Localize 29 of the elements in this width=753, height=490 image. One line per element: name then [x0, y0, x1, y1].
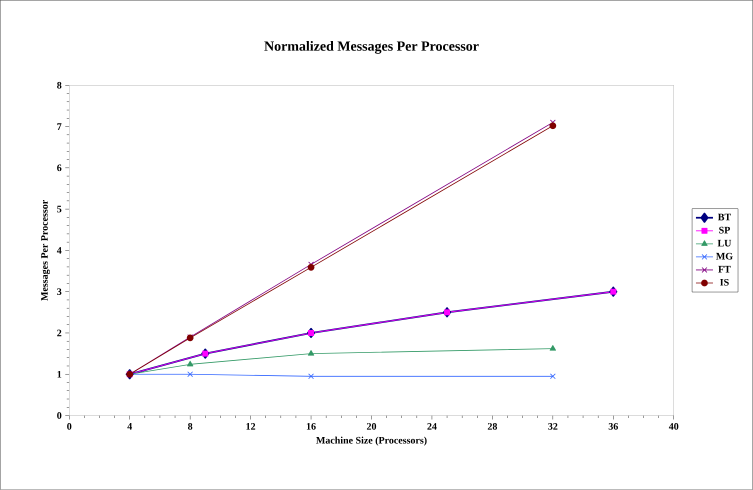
legend-label: BT — [718, 214, 731, 220]
x-tick-label: 0 — [67, 423, 72, 430]
x-tick-label: 36 — [608, 423, 618, 430]
x-tick-label: 16 — [306, 423, 316, 430]
x-tick-label: 28 — [488, 423, 498, 430]
y-tick-label: 5 — [57, 206, 62, 213]
legend-label: MG — [716, 252, 733, 260]
legend-label: SP — [719, 226, 730, 234]
y-tick-label: 1 — [58, 371, 62, 378]
x-tick-label: 4 — [127, 423, 132, 430]
x-tick-label: 20 — [366, 423, 376, 430]
y-axis-title: Messages Per Processor — [41, 200, 50, 301]
y-tick-label: 2 — [57, 330, 62, 336]
y-tick-label: 0 — [57, 412, 62, 419]
chart-title: Normalized Messages Per Processor — [264, 41, 479, 54]
x-axis-title: Machine Size (Processors) — [316, 436, 427, 446]
y-tick-label: 7 — [57, 123, 62, 130]
x-tick-label: 24 — [427, 423, 437, 430]
x-tick-label: 40 — [668, 423, 678, 430]
x-tick-label: 12 — [246, 423, 256, 430]
legend-label: IS — [720, 279, 729, 286]
y-tick-label: 4 — [56, 247, 62, 254]
legend-label: FT — [718, 266, 731, 273]
y-tick-label: 6 — [57, 164, 62, 172]
x-tick-label: 32 — [548, 423, 558, 430]
y-tick-label: 3 — [57, 288, 62, 296]
x-tick-label: 8 — [188, 423, 192, 430]
y-tick-label: 8 — [57, 82, 62, 89]
legend-label: LU — [718, 240, 732, 247]
